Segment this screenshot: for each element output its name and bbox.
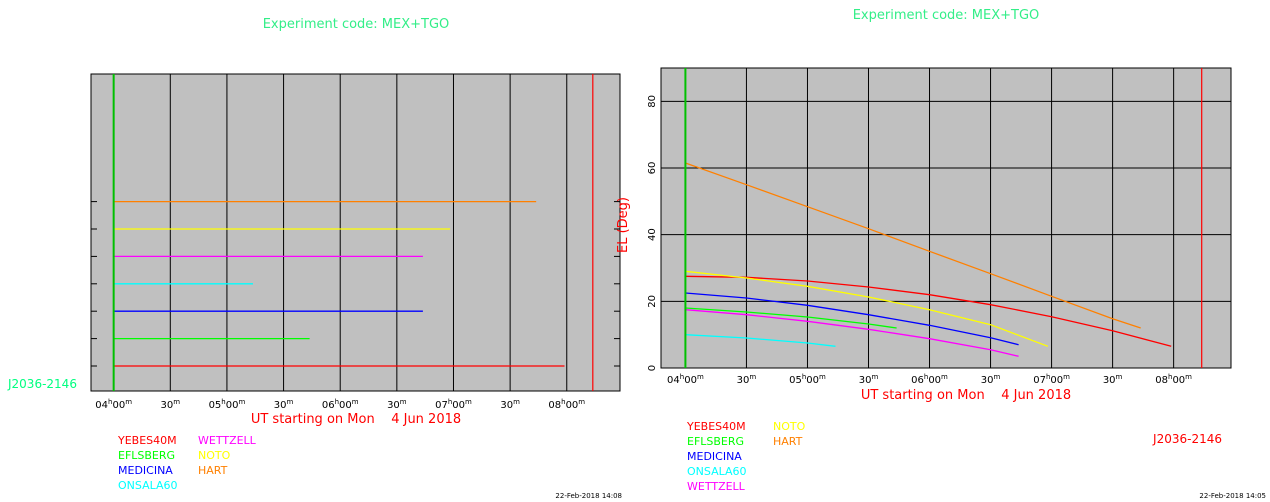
- right-y-tick-label: 40: [647, 228, 658, 241]
- right-legend-entry: EFLSBERG: [687, 435, 744, 448]
- right-legend-entry: NOTO: [773, 420, 806, 433]
- right-x-tick-label: 07h00m: [1033, 373, 1070, 386]
- right-x-tick-label: 05h00m: [789, 373, 826, 386]
- right-x-tick-label: 30m: [1103, 373, 1123, 386]
- right-series-line-onsala60: [685, 334, 836, 347]
- right-y-tick-label: 20: [647, 295, 658, 308]
- left-x-tick-label: 30m: [161, 398, 181, 411]
- left-legend-entry: YEBES40M: [117, 434, 177, 447]
- left-x-tick-label: 04h00m: [95, 398, 132, 411]
- right-legend-entry: HART: [773, 435, 803, 448]
- left-x-tick-label: 30m: [500, 398, 520, 411]
- left-source-label: J2036-2146: [7, 377, 77, 391]
- right-x-tick-label: 30m: [859, 373, 879, 386]
- right-y-tick-labels: 0 20 40 60 80: [647, 95, 658, 371]
- right-y-tick-label: 0: [647, 365, 658, 371]
- right-timestamp: 22-Feb-2018 14:05: [1199, 492, 1266, 500]
- right-x-tick-labels: 04h00m 30m 05h00m 30m 06h00m 30m 07h00m 30m 08h0…: [667, 373, 1192, 386]
- right-plot-area: [660, 67, 1232, 369]
- right-legend-entry: WETTZELL: [687, 480, 746, 493]
- right-y-axis-label: EL (Deg): [616, 197, 631, 253]
- right-series-line-noto: [685, 270, 1049, 347]
- left-x-axis-label: UT starting on Mon 4 Jun 2018: [251, 412, 461, 427]
- left-series-group: [112, 74, 594, 391]
- right-x-tick-label: 30m: [737, 373, 757, 386]
- left-y-ticks: [91, 201, 620, 367]
- right-y-tick-label: 80: [647, 95, 658, 108]
- right-legend-entry: ONSALA60: [687, 465, 747, 478]
- right-legend-entry: YEBES40M: [686, 420, 746, 433]
- left-x-tick-label: 30m: [274, 398, 294, 411]
- right-legend-entry: MEDICINA: [687, 450, 742, 463]
- right-x-tick-label: 08h00m: [1155, 373, 1192, 386]
- right-source-label: J2036-2146: [1152, 432, 1222, 446]
- right-series-line-yebes40m: [685, 275, 1172, 347]
- right-x-tick-label: 06h00m: [911, 373, 948, 386]
- right-x-tick-label: 04h00m: [667, 373, 704, 386]
- left-legend-entry: HART: [198, 464, 228, 477]
- right-x-axis-label: UT starting on Mon 4 Jun 2018: [861, 388, 1071, 403]
- left-chart-title: Experiment code: MEX+TGO: [263, 17, 450, 32]
- left-x-tick-label: 05h00m: [209, 398, 246, 411]
- left-legend-entry: MEDICINA: [118, 464, 173, 477]
- right-y-tick-label: 60: [647, 162, 658, 175]
- left-x-tick-label: 08h00m: [548, 398, 585, 411]
- right-series-line-medicina: [685, 292, 1019, 346]
- right-series-group: [684, 68, 1203, 368]
- left-x-tick-label: 06h00m: [322, 398, 359, 411]
- left-legend-entry: EFLSBERG: [118, 449, 175, 462]
- right-x-tick-label: 30m: [981, 373, 1001, 386]
- right-series-line-wettzell: [685, 309, 1019, 357]
- left-x-tick-labels: 04h00m 30m 05h00m 30m 06h00m 30m 07h00m 30m 08h0…: [95, 398, 585, 411]
- left-legend-entry: ONSALA60: [118, 479, 178, 492]
- right-chart-panel: Experiment code: MEX+TGO 0 20 40 60 80 04h00…: [616, 8, 1266, 500]
- left-legend-entry: WETTZELL: [198, 434, 257, 447]
- right-series-line-eflsberg: [685, 307, 897, 329]
- right-chart-title: Experiment code: MEX+TGO: [853, 8, 1040, 23]
- left-x-tick-label: 30m: [387, 398, 407, 411]
- right-series-line-hart: [685, 162, 1141, 329]
- left-legend-entry: NOTO: [198, 449, 231, 462]
- left-chart-panel: Experiment code: MEX+TGO 04h00m 30m 05h00m…: [7, 17, 622, 500]
- left-timestamp: 22-Feb-2018 14:08: [555, 492, 622, 500]
- right-legend: YEBES40M EFLSBERG MEDICINA ONSALA60 WETTZELL…: [686, 420, 806, 493]
- left-legend: YEBES40M EFLSBERG MEDICINA ONSALA60 WETTZELL…: [117, 434, 257, 492]
- left-x-tick-label: 07h00m: [435, 398, 472, 411]
